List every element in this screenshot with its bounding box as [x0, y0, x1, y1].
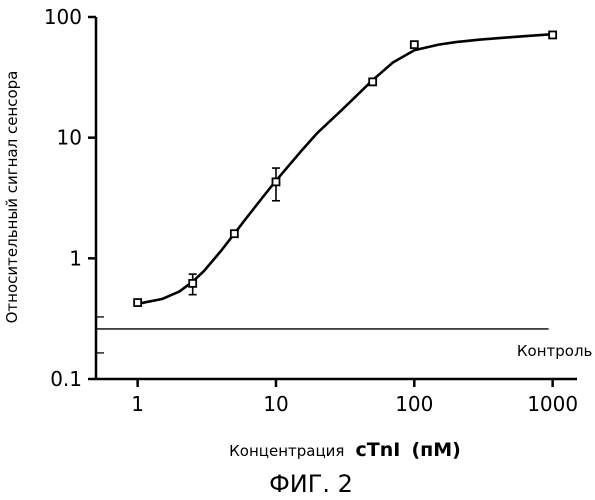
- y-tick-label-0: 0.1: [50, 367, 82, 391]
- data-point-6: [549, 31, 556, 38]
- square-marker-2: [231, 230, 238, 237]
- square-marker-4: [369, 78, 376, 85]
- y-tick-label-2: 10: [57, 126, 82, 150]
- x-tick-label-2: 100: [395, 392, 433, 416]
- data-point-4: [369, 78, 376, 85]
- y-tick-label-3: 100: [44, 5, 82, 29]
- x-axis-label-prefix: Концентрация: [229, 442, 344, 460]
- y-axis-label: Относительный сигнал сенсора: [3, 71, 21, 324]
- x-ticks: 1 10 100 1000: [131, 379, 578, 416]
- fit-curve: [138, 34, 553, 304]
- figure-caption: ФИГ. 2: [269, 470, 353, 498]
- square-marker-1: [189, 280, 196, 287]
- data-points: [134, 31, 556, 306]
- control-label: Контроль: [517, 342, 593, 360]
- x-axis-label-unit: (пM): [411, 439, 460, 461]
- data-point-2: [231, 230, 238, 237]
- y-tick-label-1: 1: [69, 246, 82, 270]
- x-tick-label-0: 1: [131, 392, 144, 416]
- square-marker-6: [549, 31, 556, 38]
- x-axis-label-analyte: cTnI: [356, 439, 401, 461]
- x-tick-label-3: 1000: [527, 392, 578, 416]
- data-point-0: [134, 299, 141, 306]
- x-axis-label: Концентрация cTnI (пM): [229, 439, 461, 461]
- data-point-5: [411, 41, 418, 48]
- data-point-3: [272, 168, 280, 201]
- axes: [96, 17, 577, 379]
- square-marker-0: [134, 299, 141, 306]
- x-tick-label-1: 10: [263, 392, 288, 416]
- square-marker-3: [272, 178, 279, 185]
- y-ticks: 0.1 1 10 100: [44, 5, 96, 391]
- reference-line-group: Контроль: [96, 317, 592, 360]
- square-marker-5: [411, 41, 418, 48]
- data-point-1: [189, 274, 197, 295]
